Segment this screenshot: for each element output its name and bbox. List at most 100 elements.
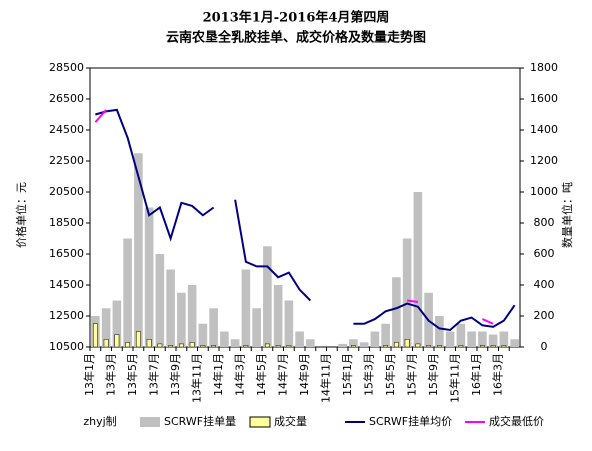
bar [467, 331, 476, 347]
bar [178, 343, 184, 348]
bar [101, 308, 111, 347]
bar [415, 343, 421, 348]
bar [198, 323, 208, 347]
bar [187, 285, 197, 347]
y2-tick-label: 0 [541, 340, 548, 353]
x-tick-label: 14年3月 [233, 353, 247, 396]
bar [350, 345, 356, 348]
bar [112, 300, 122, 347]
y2-tick-label: 1200 [530, 154, 558, 167]
y-tick-label: 22500 [49, 154, 84, 167]
bar [392, 277, 401, 347]
bar [445, 331, 455, 347]
bar [286, 345, 292, 348]
bar [134, 153, 143, 347]
x-tick-label: 14年5月 [254, 353, 268, 396]
y2-tick-label: 1800 [530, 61, 558, 74]
bar [114, 334, 120, 348]
bar [349, 339, 358, 347]
y2-tick-label: 400 [534, 278, 555, 291]
y-tick-label: 24500 [49, 123, 84, 136]
y-axis-label: 价格单位：元 [14, 182, 28, 248]
bar [273, 285, 283, 347]
bar [241, 269, 251, 347]
x-tick-label: 14年9月 [297, 353, 311, 396]
bar [295, 331, 304, 347]
bar [264, 343, 270, 348]
bar [479, 345, 485, 348]
bar [359, 342, 369, 347]
bar [436, 345, 442, 348]
x-tick-label: 13年1月 [82, 353, 96, 396]
bar [275, 345, 281, 348]
y-tick-label: 16500 [49, 247, 84, 260]
bar [211, 345, 217, 348]
bar [209, 308, 218, 347]
y-tick-label: 26500 [49, 92, 84, 105]
bar [478, 331, 487, 347]
bar [123, 238, 132, 347]
bar [458, 345, 464, 348]
bar [284, 300, 294, 347]
line [95, 108, 516, 332]
bar [252, 308, 261, 347]
credit: zhyj制 [83, 415, 116, 428]
y-tick-label: 14500 [49, 278, 84, 291]
x-tick-label: 14年1月 [211, 353, 225, 396]
bar [426, 345, 432, 348]
bar [490, 345, 496, 348]
y-tick-label: 12500 [49, 309, 84, 322]
legend-swatch [249, 416, 271, 428]
y2-tick-label: 600 [534, 247, 555, 260]
y2-axis-label: 数量单位：吨 [560, 182, 574, 248]
bar [177, 292, 186, 347]
y-tick-label: 18500 [49, 216, 84, 229]
bar [338, 343, 347, 347]
bar [92, 323, 98, 348]
x-tick-label: 16年1月 [469, 353, 483, 396]
y2-tick-label: 1600 [530, 92, 558, 105]
y2-tick-label: 1000 [530, 185, 558, 198]
bar [501, 345, 507, 348]
y-tick-label: 10500 [49, 340, 84, 353]
x-tick-label: 14年11月 [319, 353, 333, 403]
bar [404, 339, 410, 348]
x-tick-label: 13年11月 [190, 353, 204, 403]
bar [220, 331, 229, 347]
bar [166, 269, 175, 347]
bar [125, 342, 131, 348]
bar [383, 345, 389, 348]
line [94, 109, 494, 325]
y-tick-label: 28500 [49, 61, 84, 74]
bar [306, 339, 315, 347]
x-tick-label: 15年9月 [426, 353, 440, 396]
bar [200, 345, 206, 348]
bar [370, 331, 380, 347]
x-tick-label: 14年7月 [276, 353, 290, 396]
bar [263, 246, 272, 347]
bar [189, 342, 195, 348]
legend-swatch [140, 417, 160, 427]
chart-title: 2013年1月-2016年4月第四周 [203, 10, 390, 26]
bar [413, 192, 423, 347]
bar [402, 238, 412, 347]
x-tick-label: 15年1月 [340, 353, 354, 396]
x-tick-label: 15年7月 [405, 353, 419, 396]
bar [135, 331, 141, 348]
bar [155, 254, 165, 347]
y2-tick-label: 200 [534, 309, 555, 322]
bar [456, 323, 466, 347]
bar [168, 345, 174, 348]
y2-tick-label: 1400 [530, 123, 558, 136]
plot-area [89, 67, 521, 348]
x-tick-label: 15年11月 [448, 353, 462, 403]
bar [144, 207, 154, 347]
x-tick-label: 13年3月 [104, 353, 118, 396]
chart-subtitle: 云南农垦全乳胶挂单、成交价格及数量走势图 [166, 30, 426, 46]
x-tick-label: 16年3月 [491, 353, 505, 396]
legend-label: SCRWF挂单均价 [369, 414, 452, 428]
x-tick-label: 13年9月 [168, 353, 182, 396]
bar [243, 345, 249, 348]
bar [499, 331, 509, 347]
